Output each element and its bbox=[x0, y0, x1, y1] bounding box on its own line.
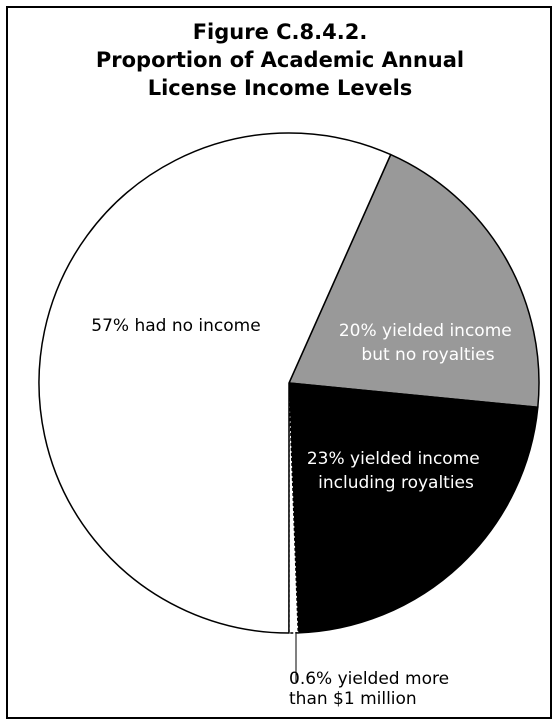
chart-title: Figure C.8.4.2. Proportion of Academic A… bbox=[0, 18, 560, 102]
slice-income-royalties bbox=[288, 382, 539, 634]
figure-frame bbox=[6, 6, 552, 719]
slice-label-income-no-royalties: 20% yielded income but no royalties bbox=[339, 321, 517, 365]
slice-label-over-million: 0.6% yielded more than $1 million bbox=[289, 669, 454, 709]
chart-title-line-3: License Income Levels bbox=[147, 76, 413, 100]
chart-title-line-2: Proportion of Academic Annual bbox=[95, 48, 465, 72]
slice-label-income-no-royalties-line-1: 20% yielded income bbox=[339, 321, 512, 341]
slice-label-no-income-line-1: 57% had no income bbox=[91, 316, 260, 336]
slice-label-income-royalties: 23% yielded income including royalties bbox=[307, 449, 485, 493]
slice-label-income-no-royalties-line-2: but no royalties bbox=[361, 345, 494, 365]
slice-label-no-income: 57% had no income bbox=[91, 316, 260, 336]
slice-over-million bbox=[288, 382, 300, 634]
pie-slices bbox=[38, 132, 540, 634]
slice-label-income-royalties-line-1: 23% yielded income bbox=[307, 449, 480, 469]
slice-no-income bbox=[38, 132, 392, 634]
slice-label-over-million-line-1: 0.6% yielded more bbox=[289, 669, 449, 689]
slice-label-income-royalties-line-2: including royalties bbox=[318, 473, 474, 493]
slice-label-over-million-line-2: than $1 million bbox=[289, 689, 417, 709]
slice-income-no-royalties bbox=[287, 153, 540, 409]
pie-labels: 57% had no income 20% yielded income but… bbox=[91, 316, 517, 709]
chart-title-line-1: Figure C.8.4.2. bbox=[192, 20, 368, 44]
